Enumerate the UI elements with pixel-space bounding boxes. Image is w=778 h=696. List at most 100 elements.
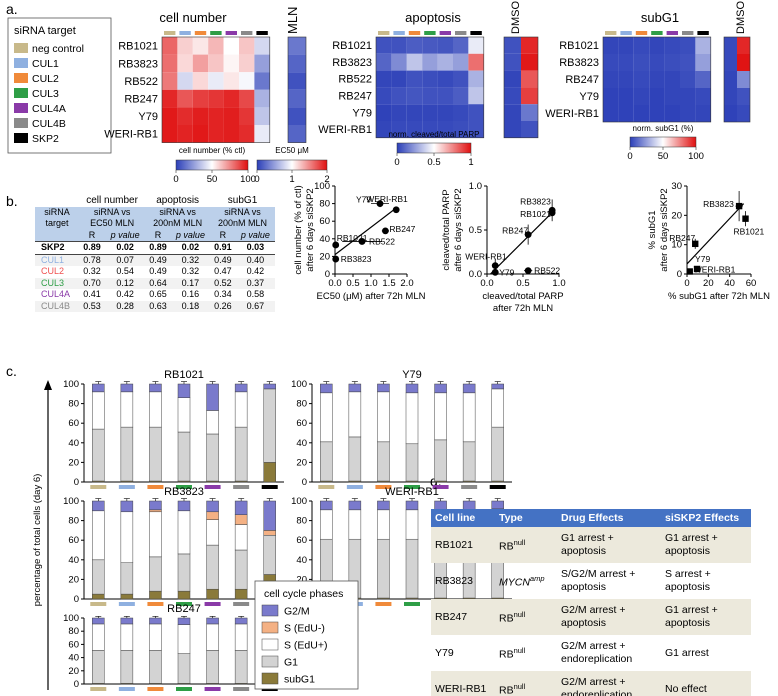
table-row-target: CUL4B <box>35 300 79 312</box>
heatmap-cell <box>695 37 711 54</box>
heatmap-cell <box>453 87 469 105</box>
table-value: 0.41 <box>79 289 106 301</box>
table-value: 0.42 <box>235 266 275 278</box>
table-cell: RBnull <box>495 599 557 635</box>
heatmap-side-frame <box>723 36 751 123</box>
heatmap-cell <box>239 89 255 108</box>
bar-segment <box>149 509 162 513</box>
heatmap-cell <box>618 37 634 54</box>
colorscale-label: EC50 μM <box>275 146 309 155</box>
bar-segment <box>377 391 390 443</box>
category-strip <box>489 485 506 489</box>
y-tick-label: 0.0 <box>469 269 482 280</box>
bar-segment <box>234 524 248 551</box>
category-strip <box>233 602 250 606</box>
legend-label: subG1 <box>284 674 315 686</box>
heatmap-cell <box>406 87 423 105</box>
table-cell: RB247 <box>431 599 495 635</box>
heatmap-row-label: RB247 <box>124 93 158 105</box>
heatmap-cell <box>603 88 619 105</box>
category-strip <box>432 485 449 489</box>
colorscale-tick-label: 2 <box>324 174 329 185</box>
legend-box <box>254 580 359 690</box>
heatmap-cell <box>391 121 407 138</box>
heatmap-title: apoptosis <box>405 10 461 25</box>
heatmap-cell <box>208 89 224 108</box>
bar-segment <box>462 441 476 482</box>
bar-segment <box>120 650 134 684</box>
bar-panel-title: RB247 <box>167 603 201 615</box>
category-strip <box>620 31 632 35</box>
table-value: 0.89 <box>145 241 171 255</box>
cell-line-summary-table: Cell line Type Drug Effects siSKP2 Effects … <box>431 509 751 696</box>
legend-swatch <box>14 43 28 53</box>
table-group-header: apoptosis <box>145 195 211 207</box>
bar-segment <box>149 426 162 482</box>
category-strip <box>147 687 164 691</box>
y-tick-label: 40 <box>68 438 79 449</box>
category-strip <box>404 602 420 606</box>
heatmap-side-cell <box>737 54 750 71</box>
heatmap-cell <box>254 125 270 143</box>
bar-segment <box>263 500 276 531</box>
legend-title: siRNA target <box>14 25 76 37</box>
heatmap-cell <box>664 37 680 54</box>
y-axis-label: percentage of total cells (day 6) <box>32 474 43 607</box>
heatmap-frame <box>375 36 485 139</box>
bar-segment <box>92 593 105 600</box>
heatmap-cell <box>391 87 407 105</box>
heatmap-cell <box>239 107 255 125</box>
heatmap-cell <box>422 87 438 105</box>
legend-label: CUL2 <box>32 73 59 85</box>
bar-segment <box>177 431 191 482</box>
table-cell <box>35 195 79 207</box>
bar-panel-title: RB3823 <box>164 486 204 498</box>
heatmap-side-cell <box>288 37 306 55</box>
data-point <box>548 209 556 217</box>
legend-swatch <box>14 73 28 83</box>
legend-label: CUL4B <box>32 118 66 130</box>
heatmap-cell <box>468 70 484 88</box>
heatmap-side-cell <box>521 121 538 138</box>
table-value: 0.67 <box>235 300 275 312</box>
heatmap-cell <box>391 104 407 121</box>
table-cell: G2/M arrest + apoptosis <box>557 599 661 635</box>
heatmap-cell <box>376 104 392 121</box>
x-axis-label: % subG1 after 72h MLN <box>668 291 770 302</box>
heatmap-side-cell <box>724 88 737 105</box>
colorscale-label: cell number (% ctl) <box>179 146 246 155</box>
heatmap-cell <box>453 53 469 71</box>
category-strip <box>179 31 191 35</box>
y-tick-label: 80 <box>319 199 330 210</box>
heatmap-cell <box>618 54 634 71</box>
colorscale-tick-label: 50 <box>207 174 218 185</box>
heatmap-cell <box>468 53 484 71</box>
y-tick-label: 0 <box>74 477 79 488</box>
heatmap-cell <box>468 104 484 121</box>
point-label: WERI-RB1 <box>465 252 507 262</box>
heatmap-side-cell <box>724 54 737 71</box>
bar-segment <box>177 617 191 625</box>
heatmap-side-cell <box>724 37 737 54</box>
y-tick-label: 60 <box>68 418 79 429</box>
x-tick-label: 0.0 <box>480 278 493 289</box>
colorscale-tick-label: 1 <box>468 157 473 168</box>
heatmap-cell <box>376 121 392 138</box>
table-value: 0.91 <box>210 241 236 255</box>
table-head-cell: siRNA vs <box>79 206 146 218</box>
bar-segment <box>234 500 248 515</box>
x-tick-label: 1.5 <box>382 278 395 289</box>
bar-segment <box>234 426 248 482</box>
category-strip <box>147 485 164 489</box>
correlation-table: cell number apoptosis subG1 siRNA siRNA vs si… <box>35 195 275 312</box>
category-strip <box>404 485 420 489</box>
data-point <box>382 227 389 235</box>
bar-segment <box>405 500 419 511</box>
colorscale-tick-label: 0 <box>394 157 399 168</box>
heatmap-cell <box>633 54 650 71</box>
bar-segment <box>377 500 390 511</box>
table-cell: Y79 <box>435 646 454 659</box>
legend-swatch <box>14 118 28 128</box>
table-value: 0.32 <box>170 266 211 278</box>
table-cell: S/G2/M arrest + apoptosis <box>561 568 636 593</box>
